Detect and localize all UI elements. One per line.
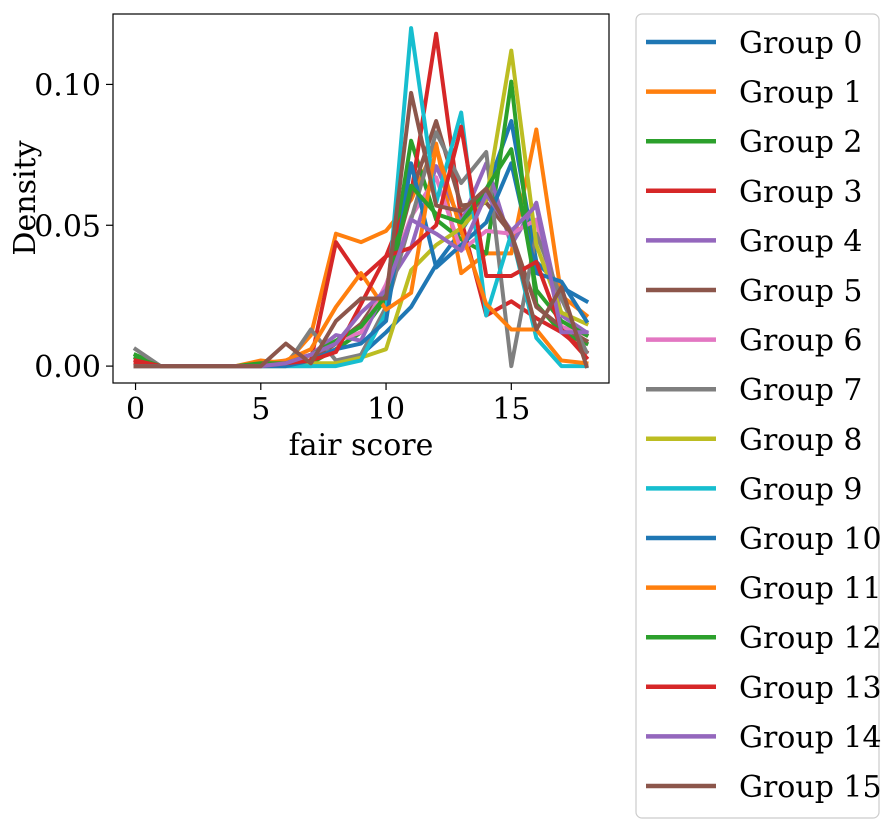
series-layer xyxy=(132,26,590,369)
plot-frame xyxy=(112,13,610,384)
legend-label-group-15: Group 15 xyxy=(739,770,882,805)
legend-label-group-12: Group 12 xyxy=(739,621,882,656)
legend-label-group-9: Group 9 xyxy=(739,472,863,507)
legend-label-group-13: Group 13 xyxy=(739,671,882,706)
y-tick-label: 0.00 xyxy=(34,350,101,385)
legend-label-group-7: Group 7 xyxy=(739,373,863,408)
legend-label-group-3: Group 3 xyxy=(739,175,863,210)
y-axis-ticks: 0.00 0.05 0.10 xyxy=(34,68,113,385)
legend-label-group-2: Group 2 xyxy=(739,125,863,160)
legend-label-group-0: Group 0 xyxy=(739,26,863,61)
x-axis-ticks: 0 5 10 15 xyxy=(126,383,530,427)
legend-label-group-10: Group 10 xyxy=(739,522,882,557)
legend-label-group-8: Group 8 xyxy=(739,423,863,458)
legend-label-group-6: Group 6 xyxy=(739,324,863,359)
legend-label-group-4: Group 4 xyxy=(739,224,863,259)
y-tick-label: 0.05 xyxy=(34,209,101,244)
x-tick-label: 15 xyxy=(492,392,530,427)
y-axis-label: Density xyxy=(8,140,43,255)
legend-label-group-1: Group 1 xyxy=(739,76,863,111)
legend: Group 0 Group 1 Group 2 Group 3 Group 4 Group… xyxy=(646,26,882,805)
x-tick-label: 5 xyxy=(251,392,270,427)
x-tick-label: 10 xyxy=(367,392,405,427)
x-tick-label: 0 xyxy=(126,392,145,427)
legend-label-group-5: Group 5 xyxy=(739,274,863,309)
legend-label-group-11: Group 11 xyxy=(739,572,882,607)
legend-frame xyxy=(635,13,880,819)
series-line-group-15 xyxy=(133,90,589,369)
y-tick-label: 0.10 xyxy=(34,68,101,103)
legend-label-group-14: Group 14 xyxy=(739,720,882,755)
x-axis-label: fair score xyxy=(289,428,434,463)
